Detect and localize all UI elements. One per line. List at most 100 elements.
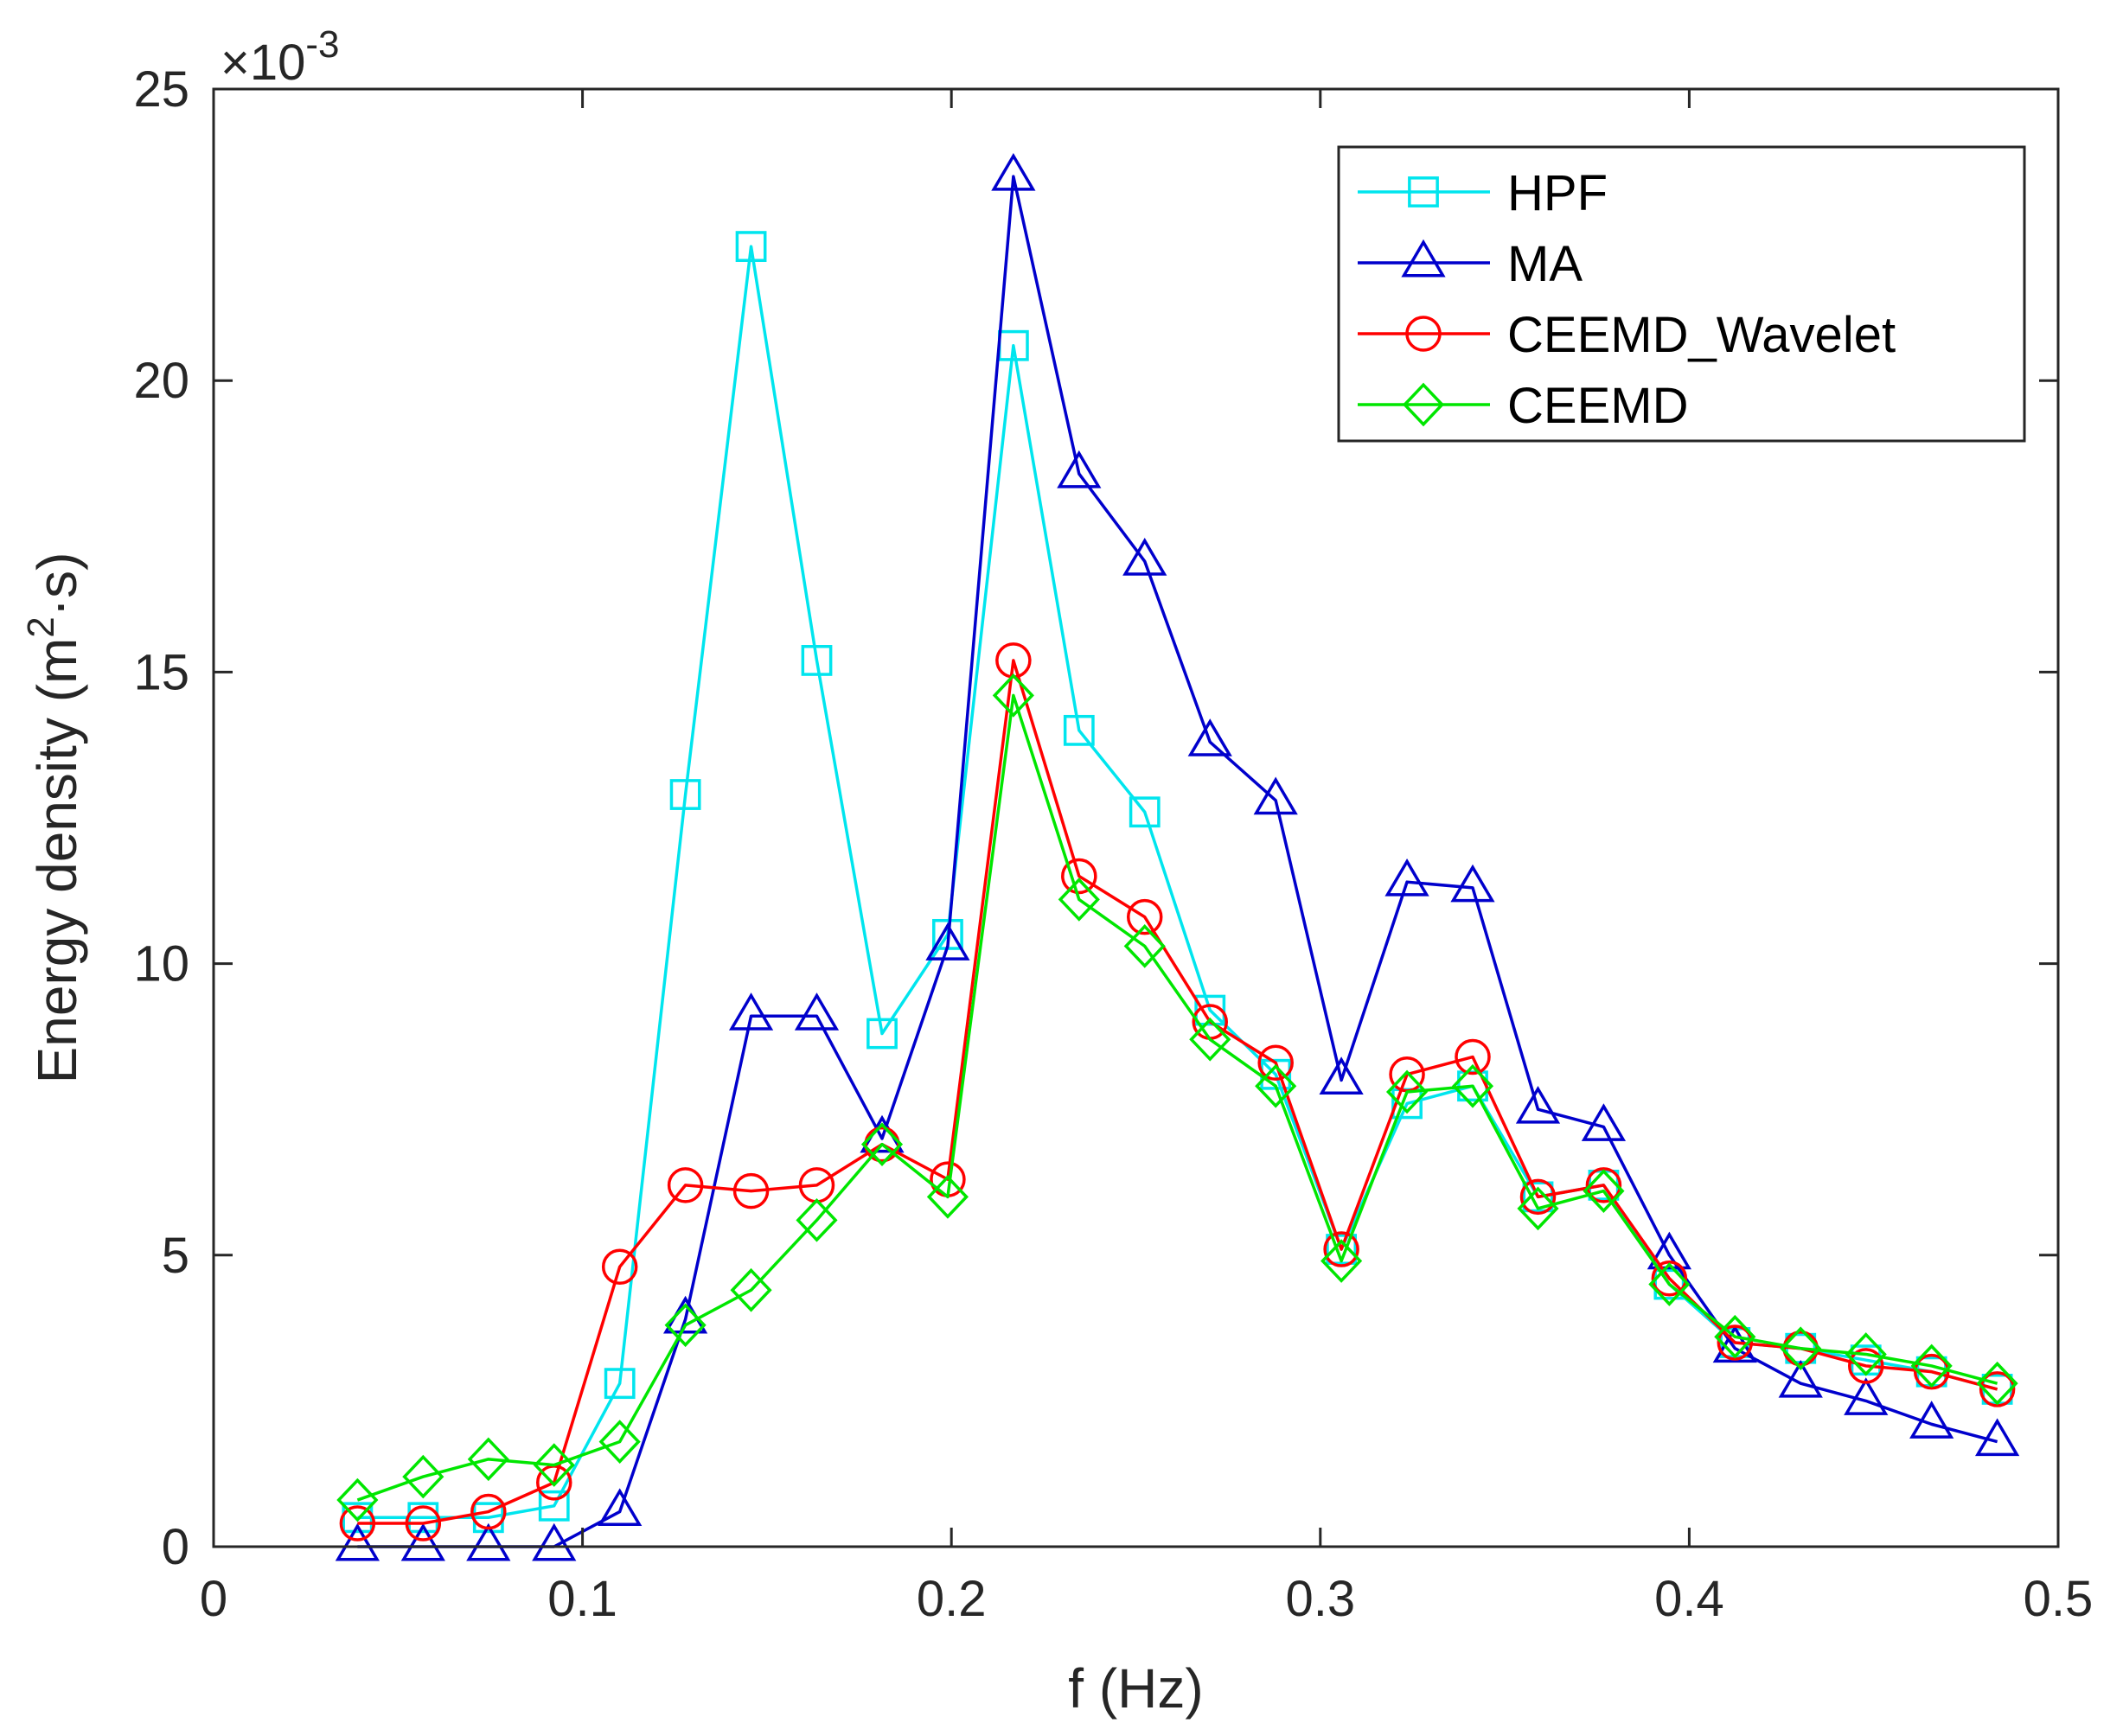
ma-point: [466, 1522, 511, 1561]
ceemd-wavelet-point: [1585, 1167, 1622, 1203]
ceemd-point: [1517, 1186, 1559, 1231]
ceemd-wavelet-point: [601, 1248, 638, 1286]
ceemd-wavelet-point: [470, 1493, 507, 1530]
y-exponent-base: ×10: [221, 35, 305, 91]
ma-point: [925, 922, 970, 961]
series-layer: [335, 152, 2020, 1561]
ceemd-point: [926, 1175, 969, 1219]
hpf-point: [604, 1368, 636, 1400]
legend: HPF MA CEEMD_Wavelet CEEMD: [1337, 145, 2026, 443]
ceemd-point: [1714, 1314, 1756, 1359]
x-tick-label: 0.1: [547, 1571, 617, 1627]
legend-entry-ceemd: CEEMD: [1358, 378, 1688, 434]
legend-square-marker: [1408, 176, 1439, 207]
legend-entry-ceemd-wavelet: CEEMD_Wavelet: [1358, 307, 1896, 363]
legend-label: MA: [1507, 236, 1583, 292]
x-tick-label: 0: [200, 1571, 227, 1627]
y-tick-label: 5: [162, 1228, 189, 1284]
x-axis-label: f (Hz): [1068, 1657, 1203, 1720]
hpf-point: [669, 779, 701, 810]
ma-point: [728, 992, 774, 1031]
ma-point: [335, 1522, 380, 1561]
ceemd-point: [336, 1478, 379, 1522]
ma-point: [1187, 718, 1232, 756]
ceemd-point: [1910, 1343, 1953, 1388]
ceemd-point: [730, 1267, 772, 1312]
ceemd-point: [1780, 1326, 1822, 1371]
ma-point: [1909, 1401, 1954, 1439]
ma-point: [794, 992, 840, 1031]
ceemd-wavelet-point: [1979, 1371, 2016, 1407]
x-tick-label: 0.2: [917, 1571, 987, 1627]
ticks-layer: 0 0.1 0.2 0.3 0.4 0.5 0 5 10 15 20 25: [133, 61, 2093, 1627]
legend-entry-hpf: HPF: [1358, 165, 1608, 221]
ma-point: [1384, 858, 1429, 897]
ceemd-wavelet-point: [1061, 858, 1097, 895]
hpf-point: [1129, 796, 1161, 828]
hpf-point: [1522, 1181, 1554, 1213]
ceemd-point: [533, 1443, 575, 1487]
ceemd-point: [860, 1122, 904, 1167]
y-tick-label: 25: [133, 61, 189, 118]
ceemd-point: [1058, 878, 1100, 922]
ceemd-wavelet-point: [1126, 898, 1163, 935]
ceemd-point: [992, 673, 1034, 718]
legend-label: CEEMD: [1507, 378, 1688, 434]
ceemd-wavelet-point: [667, 1167, 704, 1203]
ceemd-wavelet-point: [864, 1126, 900, 1163]
y-exponent-label: ×10-3: [221, 23, 340, 91]
x-tick-label: 0.5: [2024, 1571, 2094, 1627]
x-tick-label: 0.3: [1285, 1571, 1355, 1627]
hpf-point: [1063, 714, 1095, 746]
x-tick-label: 0.4: [1654, 1571, 1724, 1627]
hpf-point: [538, 1490, 570, 1522]
ma-point: [1515, 1085, 1561, 1124]
legend-triangle-marker: [1401, 239, 1446, 278]
legend-label: HPF: [1507, 165, 1608, 221]
ma-point: [1253, 776, 1298, 815]
ceemd-wavelet-point: [1519, 1178, 1557, 1216]
ceemd-wavelet-point: [1323, 1231, 1359, 1267]
legend-entry-ma: MA: [1358, 236, 1583, 292]
ceemd-wavelet-point: [339, 1505, 376, 1541]
ma-point: [1122, 538, 1167, 576]
ceemd-wavelet-point: [1651, 1261, 1688, 1297]
axes-box: [212, 87, 2060, 1548]
y-axis-label: Energy density (m2·s): [20, 552, 88, 1084]
y-axis-label-superscript: 2: [20, 616, 62, 637]
ceemd-point: [1583, 1169, 1625, 1213]
ma-point: [1057, 450, 1102, 488]
ceemd-point: [598, 1420, 641, 1464]
ma-point: [1974, 1418, 2020, 1457]
y-axis-label-main: Energy density (m: [26, 638, 88, 1084]
legend-label: CEEMD_Wavelet: [1507, 307, 1896, 363]
ma-point: [1581, 1103, 1627, 1141]
ceemd-point: [467, 1437, 509, 1482]
ceemd-point: [1123, 924, 1166, 968]
ma-point: [1844, 1377, 1889, 1415]
y-tick-label: 10: [133, 936, 189, 992]
ma-point: [1778, 1359, 1823, 1398]
ma-point: [1319, 1056, 1364, 1095]
ceemd-point: [1320, 1239, 1363, 1283]
ceemd-point: [1845, 1332, 1887, 1376]
ceemd-wavelet-point: [1257, 1044, 1294, 1081]
ma-point: [532, 1522, 577, 1561]
ma-point: [1647, 1231, 1691, 1270]
ceemd-wavelet-point: [732, 1172, 770, 1209]
hpf-point: [1326, 1234, 1358, 1265]
legend-box: [1337, 145, 2026, 443]
y-tick-label: 15: [133, 644, 189, 700]
legend-circle-marker: [1405, 316, 1442, 352]
hpf-point: [801, 645, 833, 676]
ceemd-point: [796, 1197, 838, 1242]
ceemd-point: [664, 1303, 707, 1348]
ceemd-wavelet-point: [1717, 1324, 1754, 1361]
ceemd-wavelet-point: [405, 1505, 442, 1541]
series-ceemd: [336, 673, 2018, 1522]
ma-point: [1450, 864, 1495, 903]
hpf-point: [1194, 994, 1226, 1026]
y-tick-label: 20: [133, 353, 189, 409]
ceemd-point: [1451, 1063, 1494, 1108]
